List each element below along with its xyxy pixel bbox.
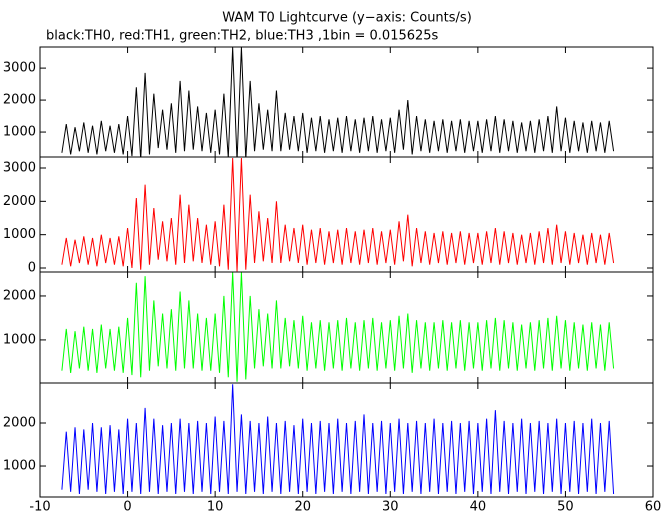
panel-frame xyxy=(39,46,654,158)
y-tick-label: 2000 xyxy=(3,288,36,303)
panel-frame xyxy=(39,382,654,498)
x-tick-label: 30 xyxy=(382,500,399,515)
x-tick-label: 20 xyxy=(294,500,311,515)
y-tick-label: 2000 xyxy=(3,416,36,431)
y-tick-label: 2000 xyxy=(3,194,36,209)
x-tick-label: 0 xyxy=(123,500,131,515)
x-tick-label: -10 xyxy=(29,500,50,515)
x-tick-label: 40 xyxy=(470,500,487,515)
y-tick-label: 1000 xyxy=(3,125,36,140)
y-tick-label: 2000 xyxy=(3,93,36,108)
y-tick-label: 1000 xyxy=(3,227,36,242)
x-tick-label: 10 xyxy=(207,500,224,515)
lightcurve xyxy=(61,47,615,157)
lightcurve xyxy=(61,272,615,382)
y-tick-label: 3000 xyxy=(3,61,36,76)
chart-subtitle: black:TH0, red:TH1, green:TH2, blue:TH3 … xyxy=(46,29,439,44)
y-tick-label: 1000 xyxy=(3,459,36,474)
chart-title: WAM T0 Lightcurve (y−axis: Counts/s) xyxy=(222,11,472,26)
y-tick-label: 0 xyxy=(28,261,36,276)
y-tick-label: 1000 xyxy=(3,332,36,347)
lightcurve xyxy=(61,384,615,495)
panel-frame xyxy=(39,156,654,273)
y-tick-label: 3000 xyxy=(3,161,36,176)
x-tick-label: 60 xyxy=(645,500,662,515)
x-tick-label: 50 xyxy=(557,500,574,515)
lightcurve xyxy=(61,157,615,272)
